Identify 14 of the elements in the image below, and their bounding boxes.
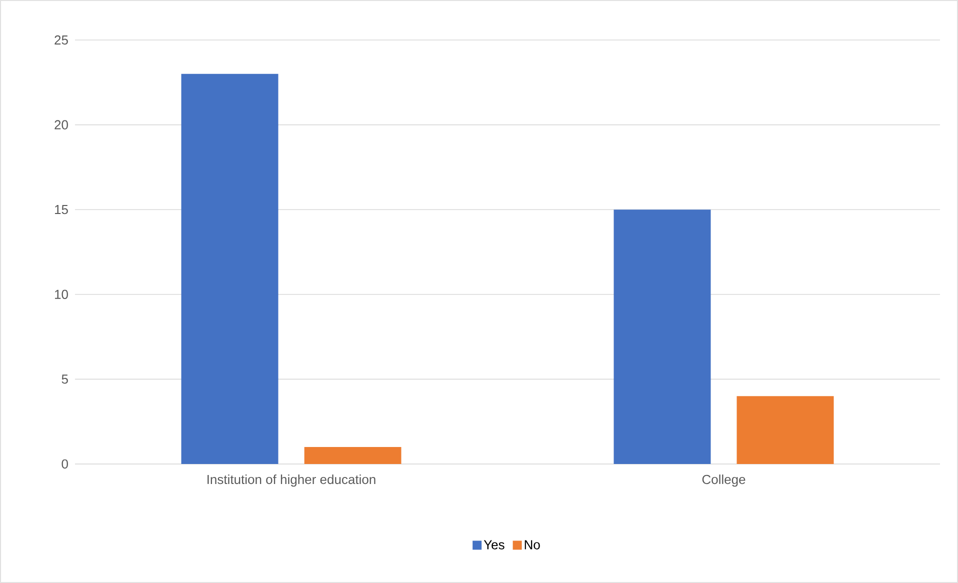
legend-label: Yes <box>484 540 504 550</box>
y-tick-label: 0 <box>62 459 68 469</box>
y-tick-label: 20 <box>54 120 68 130</box>
bar <box>736 396 834 464</box>
bar <box>614 210 711 464</box>
bar <box>304 447 402 464</box>
x-tick-label: College <box>702 474 746 487</box>
y-tick-label: 15 <box>55 205 68 214</box>
y-tick-label: 5 <box>62 374 68 384</box>
legend-label: No <box>524 540 540 550</box>
y-tick-label: 25 <box>54 35 68 45</box>
bar <box>181 74 278 464</box>
x-tick-label: Institution of higher education <box>208 474 376 487</box>
y-tick-label: 10 <box>55 290 68 299</box>
